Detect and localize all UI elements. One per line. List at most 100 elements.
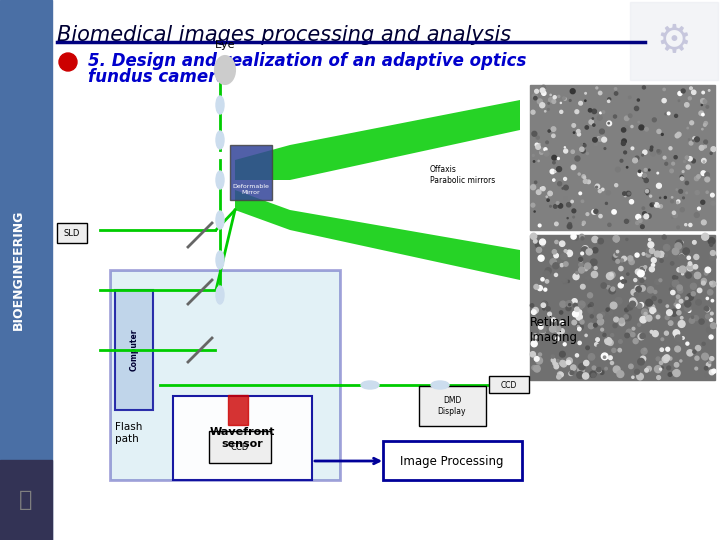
Circle shape [541,303,546,307]
Circle shape [659,300,662,303]
Circle shape [640,267,645,272]
Circle shape [613,323,617,328]
Circle shape [639,170,641,172]
Circle shape [682,337,684,339]
Circle shape [576,309,582,315]
Circle shape [530,352,536,357]
Bar [228,395,248,425]
Circle shape [660,361,662,365]
Circle shape [639,219,642,222]
Circle shape [649,195,652,197]
Circle shape [637,99,639,101]
Circle shape [620,282,622,285]
Circle shape [536,242,540,247]
Circle shape [561,253,567,260]
Circle shape [667,310,672,315]
Circle shape [587,180,590,184]
Circle shape [579,262,583,267]
Circle shape [601,283,606,288]
Circle shape [671,291,675,295]
Circle shape [557,158,559,159]
Circle shape [667,366,670,370]
Circle shape [661,338,664,341]
Circle shape [688,262,692,265]
Circle shape [711,147,716,152]
Circle shape [532,154,534,157]
Circle shape [680,208,684,212]
Circle shape [585,263,590,269]
Circle shape [555,326,561,332]
Text: BIOENGINEERING: BIOENGINEERING [12,210,24,330]
Circle shape [688,97,691,100]
Text: DMD
Display: DMD Display [438,396,467,416]
Circle shape [557,167,562,172]
Circle shape [624,315,629,319]
Circle shape [614,253,618,257]
Circle shape [554,328,557,332]
Circle shape [701,99,706,103]
Circle shape [639,220,641,222]
Circle shape [622,139,626,144]
FancyBboxPatch shape [115,290,153,410]
Circle shape [710,282,713,285]
Circle shape [680,176,683,178]
Circle shape [618,340,622,343]
Circle shape [615,184,618,187]
Circle shape [531,310,536,314]
Circle shape [654,366,662,373]
Circle shape [686,165,690,169]
Circle shape [549,98,553,102]
Text: ⚙: ⚙ [657,22,691,60]
Circle shape [541,187,545,191]
Circle shape [602,137,606,142]
Circle shape [559,352,565,357]
Polygon shape [235,190,520,280]
Circle shape [598,137,603,141]
Circle shape [674,303,677,306]
Circle shape [669,147,672,150]
Circle shape [588,305,591,307]
Circle shape [642,86,645,89]
Circle shape [548,312,552,316]
Circle shape [654,330,656,333]
Circle shape [692,90,696,94]
Circle shape [600,370,604,374]
Circle shape [590,302,593,306]
Circle shape [652,118,657,122]
Circle shape [677,201,678,204]
Circle shape [631,147,634,150]
Circle shape [637,253,640,256]
Circle shape [626,238,628,240]
Circle shape [600,129,604,134]
Circle shape [539,144,540,145]
Circle shape [555,240,558,244]
Circle shape [594,210,598,213]
Circle shape [680,177,684,180]
Circle shape [629,200,634,204]
Circle shape [558,204,562,208]
Circle shape [613,235,619,242]
Bar [530,85,715,230]
Circle shape [541,85,546,90]
Circle shape [686,192,688,194]
Circle shape [640,267,644,272]
Circle shape [584,360,589,366]
Circle shape [564,197,567,200]
Circle shape [685,224,687,226]
Circle shape [611,334,613,336]
Ellipse shape [216,96,224,114]
Circle shape [706,327,713,333]
Circle shape [710,152,712,154]
Circle shape [706,314,710,319]
Circle shape [685,273,691,278]
Circle shape [569,303,571,306]
Circle shape [677,285,683,291]
Circle shape [640,286,645,291]
Circle shape [702,233,708,240]
Circle shape [705,374,707,376]
Circle shape [706,191,708,193]
Circle shape [618,266,623,271]
Circle shape [582,373,589,379]
Circle shape [660,197,661,198]
Circle shape [668,373,672,376]
